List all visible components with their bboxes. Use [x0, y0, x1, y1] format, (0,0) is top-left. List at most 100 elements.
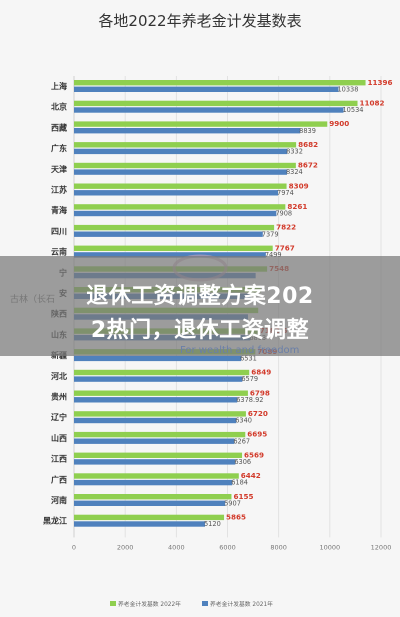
data-label: 6579	[241, 375, 258, 383]
category-label: 广东	[51, 143, 67, 153]
bar-2021	[74, 169, 287, 175]
bar-2021	[74, 417, 237, 424]
bar-2022	[74, 411, 246, 417]
x-tick-label: 4000	[168, 543, 185, 551]
bar-2022	[74, 369, 250, 376]
bar-2021	[74, 479, 233, 486]
data-label: 6378.92	[236, 396, 263, 404]
data-label: 6695	[247, 430, 267, 439]
data-label: 9900	[329, 119, 349, 128]
bar-2022	[74, 204, 286, 210]
data-label: 6155	[233, 492, 253, 501]
bar-2021	[74, 128, 301, 134]
category-label: 上海	[51, 81, 67, 91]
x-tick-label: 2000	[117, 543, 134, 551]
category-label: 河北	[51, 371, 67, 381]
data-label: 11082	[360, 99, 385, 108]
category-label: 青海	[51, 205, 67, 215]
chart-title: 各地2022年养老金计发基数表	[98, 12, 301, 30]
headline-line-1: 退休工资调整方案202	[86, 284, 314, 309]
watermark-side-text: 古林（长石	[10, 295, 56, 305]
data-label: 8672	[298, 161, 318, 170]
bar-2022	[74, 514, 225, 521]
category-label: 云南	[51, 247, 67, 257]
x-tick-label: 12000	[371, 543, 392, 551]
bar-2022	[74, 121, 328, 127]
data-label: 11396	[368, 78, 393, 87]
x-tick-label: 6000	[219, 543, 236, 551]
x-tick-label: 8000	[270, 543, 287, 551]
headline-line-2: 2热门，退休工资调整	[90, 318, 310, 343]
data-label: 8309	[289, 181, 309, 190]
x-tick-label: 10000	[319, 543, 340, 551]
x-tick-label: 0	[72, 543, 76, 551]
headline-overlay: 退休工资调整方案202 2热门，退休工资调整	[0, 256, 400, 356]
bar-2021	[74, 107, 344, 113]
data-label: 8324	[286, 168, 303, 176]
legend-label: 养老金计发基数 2021年	[210, 600, 273, 608]
data-label: 6340	[235, 417, 252, 425]
category-label: 山西	[51, 433, 67, 443]
category-label: 江苏	[51, 185, 67, 195]
data-label: 6569	[244, 450, 264, 459]
category-label: 辽宁	[51, 412, 67, 422]
data-label: 6849	[251, 368, 271, 377]
category-label: 河南	[51, 495, 67, 505]
data-label: 7499	[265, 251, 282, 259]
category-label: 贵州	[51, 392, 67, 402]
bar-2022	[74, 452, 243, 458]
data-label: 8682	[298, 140, 318, 149]
bar-2021	[74, 210, 277, 217]
bar-2021	[74, 231, 263, 237]
bar-2021	[74, 376, 243, 382]
data-label: 6442	[241, 471, 261, 480]
data-label: 6531	[240, 355, 257, 363]
category-label: 江西	[51, 454, 67, 464]
category-label: 广西	[51, 474, 67, 484]
category-label: 黑龙江	[43, 516, 67, 526]
data-label: 6184	[231, 479, 248, 487]
category-label: 天津	[51, 164, 67, 174]
bar-2021	[74, 190, 279, 196]
bar-2021	[74, 459, 236, 465]
bar-2022	[74, 245, 273, 251]
bar-2021	[74, 397, 238, 403]
data-label: 7974	[277, 189, 294, 197]
data-label: 8261	[287, 202, 307, 211]
data-label: 6267	[233, 437, 250, 445]
category-label: 四川	[51, 227, 67, 236]
data-label: 10338	[337, 85, 358, 93]
bar-2022	[74, 390, 248, 396]
data-label: 6720	[248, 409, 268, 418]
legend-swatch	[202, 601, 208, 606]
category-label: 北京	[51, 102, 67, 112]
bar-2021	[74, 500, 226, 506]
data-label: 5907	[224, 499, 241, 507]
data-label: 7379	[262, 230, 279, 238]
data-label: 7767	[275, 243, 295, 252]
bar-2021	[74, 355, 242, 362]
data-label: 5120	[204, 520, 221, 528]
bar-2022	[74, 80, 366, 86]
legend-label: 养老金计发基数 2022年	[118, 600, 181, 608]
data-label: 7822	[276, 223, 296, 232]
bar-2022	[74, 473, 239, 479]
bar-2021	[74, 521, 205, 527]
legend-swatch	[110, 601, 116, 606]
bar-2022	[74, 162, 296, 169]
data-label: 6798	[250, 388, 270, 397]
data-label: 5865	[226, 513, 246, 522]
bar-2021	[74, 86, 339, 92]
data-label: 8332	[286, 148, 303, 156]
category-label: 西藏	[51, 122, 67, 132]
bar-2021	[74, 438, 235, 444]
bar-2022	[74, 431, 246, 438]
bar-2022	[74, 494, 232, 500]
data-label: 8839	[299, 127, 316, 135]
watermark-tagline: For wealth and freedom	[180, 345, 300, 356]
bar-2022	[74, 224, 275, 231]
data-label: 10534	[342, 106, 363, 114]
bar-2021	[74, 252, 266, 258]
bar-2022	[74, 183, 287, 189]
